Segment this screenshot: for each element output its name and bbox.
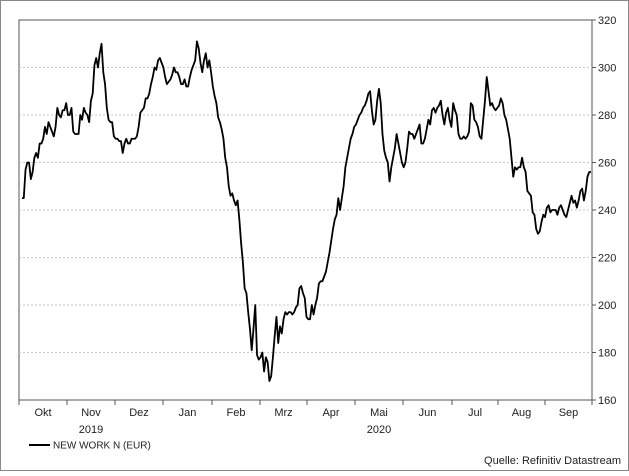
x-tick-label: Jun <box>419 407 437 419</box>
y-tick-label: 240 <box>598 205 616 217</box>
x-axis-ticks: Okt Nov Dez Jan Feb Mrz Apr Mai Jun Jul Aug Sep 2019… <box>18 400 593 436</box>
y-tick-label: 220 <box>598 253 616 265</box>
year-label: 2020 <box>367 424 391 436</box>
source-note: Quelle: Refinitiv Datastream <box>484 455 621 467</box>
y-tick-label: 180 <box>598 348 616 360</box>
x-tick-label: Aug <box>512 407 532 419</box>
x-tick-label: Apr <box>322 407 339 419</box>
y-tick-label: 300 <box>598 63 616 75</box>
x-tick-label: Feb <box>227 407 246 419</box>
x-tick-label: Sep <box>559 407 579 419</box>
x-tick-label: Jul <box>468 407 482 419</box>
x-tick-label: Dez <box>129 407 149 419</box>
legend: NEW WORK N (EUR) <box>29 441 151 452</box>
x-tick-label: Jan <box>179 407 197 419</box>
y-tick-label: 320 <box>598 15 616 27</box>
y-axis-ticks: 160 180 200 220 240 260 280 300 320 <box>592 15 616 407</box>
x-tick-label: Mrz <box>274 407 292 419</box>
x-tick-label: Mai <box>370 407 388 419</box>
y-tick-label: 280 <box>598 110 616 122</box>
legend-label: NEW WORK N (EUR) <box>53 441 151 452</box>
series-line-new-work <box>22 40 591 382</box>
y-tick-label: 160 <box>598 395 616 407</box>
y-tick-label: 200 <box>598 300 616 312</box>
grid-lines <box>19 67 592 353</box>
x-tick-label: Nov <box>81 407 101 419</box>
y-tick-label: 260 <box>598 158 616 170</box>
x-tick-label: Okt <box>34 407 51 419</box>
year-label: 2019 <box>79 424 103 436</box>
